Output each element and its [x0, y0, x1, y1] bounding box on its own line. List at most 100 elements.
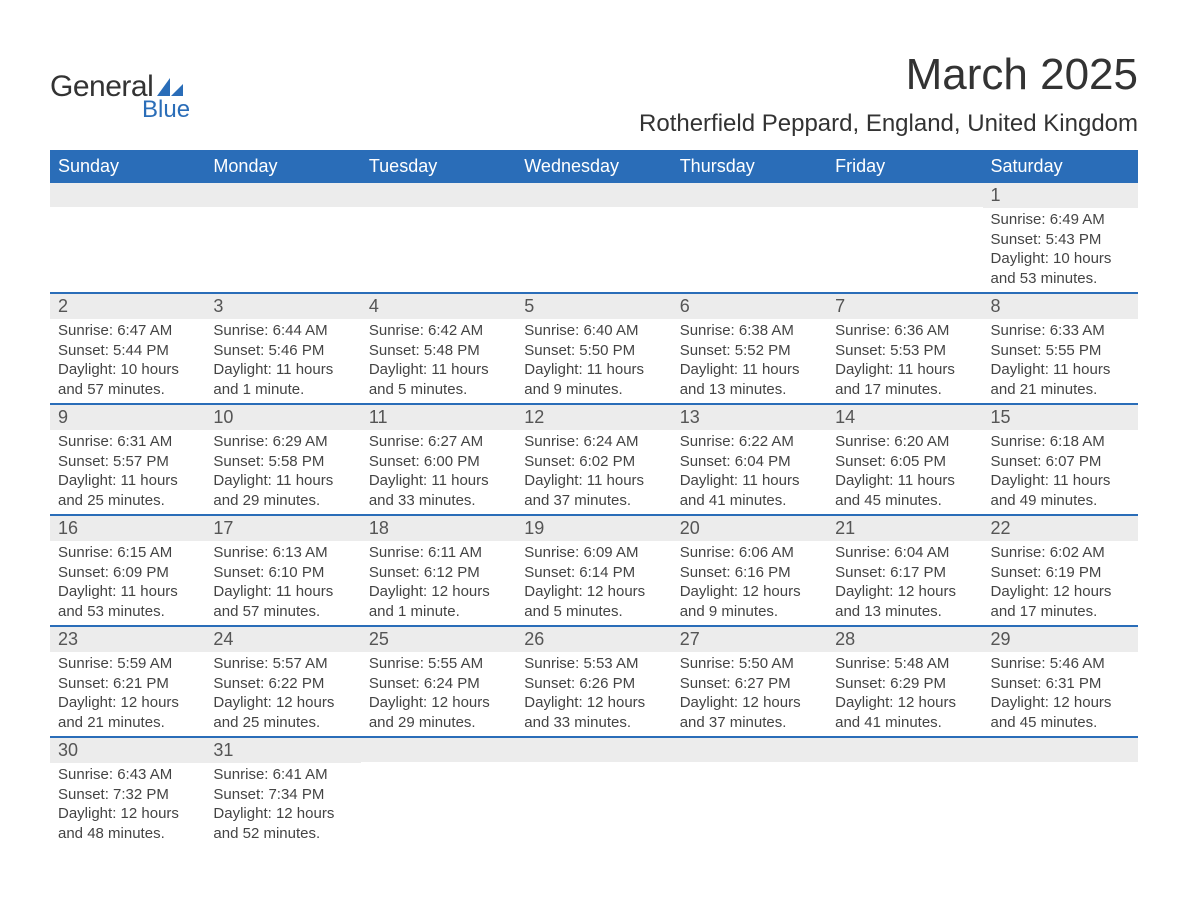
sunset-text: Sunset: 5:55 PM [991, 341, 1130, 361]
daylight-text: Daylight: 11 hours and 29 minutes. [213, 471, 352, 510]
calendar-cell: 2Sunrise: 6:47 AMSunset: 5:44 PMDaylight… [50, 293, 205, 404]
day-data: Sunrise: 6:27 AMSunset: 6:00 PMDaylight:… [361, 430, 516, 514]
calendar-cell: 13Sunrise: 6:22 AMSunset: 6:04 PMDayligh… [672, 404, 827, 515]
calendar-cell [361, 183, 516, 293]
sunrise-text: Sunrise: 6:47 AM [58, 321, 197, 341]
calendar-cell [361, 737, 516, 847]
calendar-cell: 12Sunrise: 6:24 AMSunset: 6:02 PMDayligh… [516, 404, 671, 515]
sunrise-text: Sunrise: 5:55 AM [369, 654, 508, 674]
day-number [516, 183, 671, 207]
day-data: Sunrise: 6:42 AMSunset: 5:48 PMDaylight:… [361, 319, 516, 403]
sunset-text: Sunset: 6:12 PM [369, 563, 508, 583]
month-title: March 2025 [639, 50, 1138, 100]
sunrise-text: Sunrise: 6:22 AM [680, 432, 819, 452]
sunset-text: Sunset: 6:00 PM [369, 452, 508, 472]
calendar-cell: 19Sunrise: 6:09 AMSunset: 6:14 PMDayligh… [516, 515, 671, 626]
sunrise-text: Sunrise: 6:24 AM [524, 432, 663, 452]
calendar-cell: 23Sunrise: 5:59 AMSunset: 6:21 PMDayligh… [50, 626, 205, 737]
day-number: 25 [361, 627, 516, 652]
day-number: 24 [205, 627, 360, 652]
sunset-text: Sunset: 5:52 PM [680, 341, 819, 361]
day-data: Sunrise: 6:09 AMSunset: 6:14 PMDaylight:… [516, 541, 671, 625]
day-data [361, 762, 516, 768]
day-number: 13 [672, 405, 827, 430]
day-data [827, 762, 982, 768]
sunset-text: Sunset: 6:09 PM [58, 563, 197, 583]
day-data: Sunrise: 5:55 AMSunset: 6:24 PMDaylight:… [361, 652, 516, 736]
calendar-cell: 15Sunrise: 6:18 AMSunset: 6:07 PMDayligh… [983, 404, 1138, 515]
daylight-text: Daylight: 12 hours and 1 minute. [369, 582, 508, 621]
sunrise-text: Sunrise: 6:29 AM [213, 432, 352, 452]
sunset-text: Sunset: 5:46 PM [213, 341, 352, 361]
day-data: Sunrise: 6:44 AMSunset: 5:46 PMDaylight:… [205, 319, 360, 403]
day-data: Sunrise: 6:47 AMSunset: 5:44 PMDaylight:… [50, 319, 205, 403]
day-data: Sunrise: 6:18 AMSunset: 6:07 PMDaylight:… [983, 430, 1138, 514]
sunrise-text: Sunrise: 6:15 AM [58, 543, 197, 563]
day-data: Sunrise: 6:43 AMSunset: 7:32 PMDaylight:… [50, 763, 205, 847]
daylight-text: Daylight: 12 hours and 17 minutes. [991, 582, 1130, 621]
day-number: 4 [361, 294, 516, 319]
daylight-text: Daylight: 11 hours and 33 minutes. [369, 471, 508, 510]
sunset-text: Sunset: 6:31 PM [991, 674, 1130, 694]
calendar-cell: 1Sunrise: 6:49 AMSunset: 5:43 PMDaylight… [983, 183, 1138, 293]
daylight-text: Daylight: 11 hours and 17 minutes. [835, 360, 974, 399]
day-data: Sunrise: 6:49 AMSunset: 5:43 PMDaylight:… [983, 208, 1138, 292]
daylight-text: Daylight: 11 hours and 45 minutes. [835, 471, 974, 510]
day-data: Sunrise: 6:15 AMSunset: 6:09 PMDaylight:… [50, 541, 205, 625]
day-number [361, 738, 516, 762]
day-data: Sunrise: 6:38 AMSunset: 5:52 PMDaylight:… [672, 319, 827, 403]
sunrise-text: Sunrise: 5:48 AM [835, 654, 974, 674]
calendar-week-row: 2Sunrise: 6:47 AMSunset: 5:44 PMDaylight… [50, 293, 1138, 404]
calendar-cell: 17Sunrise: 6:13 AMSunset: 6:10 PMDayligh… [205, 515, 360, 626]
day-number: 17 [205, 516, 360, 541]
calendar-cell: 20Sunrise: 6:06 AMSunset: 6:16 PMDayligh… [672, 515, 827, 626]
calendar-cell: 27Sunrise: 5:50 AMSunset: 6:27 PMDayligh… [672, 626, 827, 737]
day-number [672, 738, 827, 762]
day-data [361, 207, 516, 213]
sunset-text: Sunset: 6:16 PM [680, 563, 819, 583]
daylight-text: Daylight: 12 hours and 48 minutes. [58, 804, 197, 843]
calendar-cell: 4Sunrise: 6:42 AMSunset: 5:48 PMDaylight… [361, 293, 516, 404]
daylight-text: Daylight: 12 hours and 9 minutes. [680, 582, 819, 621]
day-data: Sunrise: 6:13 AMSunset: 6:10 PMDaylight:… [205, 541, 360, 625]
day-data: Sunrise: 6:36 AMSunset: 5:53 PMDaylight:… [827, 319, 982, 403]
calendar-week-row: 1Sunrise: 6:49 AMSunset: 5:43 PMDaylight… [50, 183, 1138, 293]
calendar-cell: 8Sunrise: 6:33 AMSunset: 5:55 PMDaylight… [983, 293, 1138, 404]
sunrise-text: Sunrise: 6:20 AM [835, 432, 974, 452]
day-data [50, 207, 205, 213]
weekday-header: Tuesday [361, 150, 516, 183]
daylight-text: Daylight: 11 hours and 53 minutes. [58, 582, 197, 621]
calendar-table: Sunday Monday Tuesday Wednesday Thursday… [50, 150, 1138, 847]
day-number: 16 [50, 516, 205, 541]
day-data: Sunrise: 6:20 AMSunset: 6:05 PMDaylight:… [827, 430, 982, 514]
sunrise-text: Sunrise: 6:43 AM [58, 765, 197, 785]
day-number: 7 [827, 294, 982, 319]
calendar-cell [205, 183, 360, 293]
day-number: 20 [672, 516, 827, 541]
calendar-cell: 26Sunrise: 5:53 AMSunset: 6:26 PMDayligh… [516, 626, 671, 737]
day-data: Sunrise: 6:04 AMSunset: 6:17 PMDaylight:… [827, 541, 982, 625]
calendar-cell: 25Sunrise: 5:55 AMSunset: 6:24 PMDayligh… [361, 626, 516, 737]
day-number [50, 183, 205, 207]
day-number [827, 738, 982, 762]
sunrise-text: Sunrise: 6:13 AM [213, 543, 352, 563]
day-number: 31 [205, 738, 360, 763]
day-number: 30 [50, 738, 205, 763]
daylight-text: Daylight: 12 hours and 13 minutes. [835, 582, 974, 621]
day-number: 19 [516, 516, 671, 541]
sunset-text: Sunset: 6:19 PM [991, 563, 1130, 583]
calendar-cell: 28Sunrise: 5:48 AMSunset: 6:29 PMDayligh… [827, 626, 982, 737]
calendar-cell: 30Sunrise: 6:43 AMSunset: 7:32 PMDayligh… [50, 737, 205, 847]
day-data [516, 762, 671, 768]
sunset-text: Sunset: 6:07 PM [991, 452, 1130, 472]
sunrise-text: Sunrise: 6:27 AM [369, 432, 508, 452]
sunrise-text: Sunrise: 6:04 AM [835, 543, 974, 563]
sunset-text: Sunset: 6:29 PM [835, 674, 974, 694]
day-number: 28 [827, 627, 982, 652]
daylight-text: Daylight: 12 hours and 45 minutes. [991, 693, 1130, 732]
sunrise-text: Sunrise: 6:11 AM [369, 543, 508, 563]
day-number: 23 [50, 627, 205, 652]
calendar-cell: 6Sunrise: 6:38 AMSunset: 5:52 PMDaylight… [672, 293, 827, 404]
day-data [827, 207, 982, 213]
day-number: 26 [516, 627, 671, 652]
